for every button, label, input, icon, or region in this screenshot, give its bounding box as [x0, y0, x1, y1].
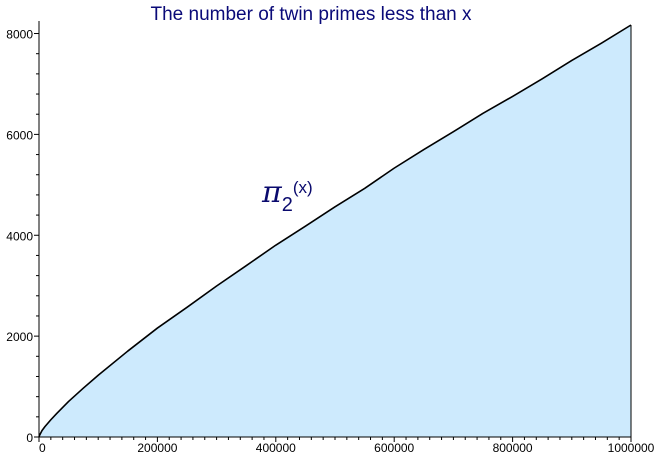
x-tick-label: 800000: [493, 441, 533, 453]
y-tick-label: 8000: [6, 28, 33, 42]
x-tick-label: 1000000: [608, 441, 655, 453]
series-line: [38, 24, 632, 438]
x-tick-label: 600000: [374, 441, 414, 453]
series-annotation: π2(x): [261, 175, 313, 216]
y-tick-label: 6000: [6, 128, 33, 142]
y-tick-label: 2000: [6, 330, 33, 344]
axes: 0 200000 400000 600000 800000 1000000 0 2000 400…: [6, 21, 655, 455]
x-tick-label: 400000: [256, 441, 296, 453]
annotation-symbol: π: [261, 175, 283, 210]
y-tick-label: 4000: [6, 229, 33, 243]
y-tick-label: 0: [26, 431, 33, 445]
chart-title: The number of twin primes less than x: [150, 4, 472, 25]
annotation-label: π2(x): [261, 175, 313, 216]
annotation-subscript: 2: [282, 194, 293, 216]
annotation-argument: (x): [293, 178, 313, 197]
plot-area: [38, 24, 632, 438]
x-tick-label: 0: [39, 441, 46, 453]
series-area: [39, 25, 631, 437]
x-tick-label: 200000: [137, 441, 177, 453]
